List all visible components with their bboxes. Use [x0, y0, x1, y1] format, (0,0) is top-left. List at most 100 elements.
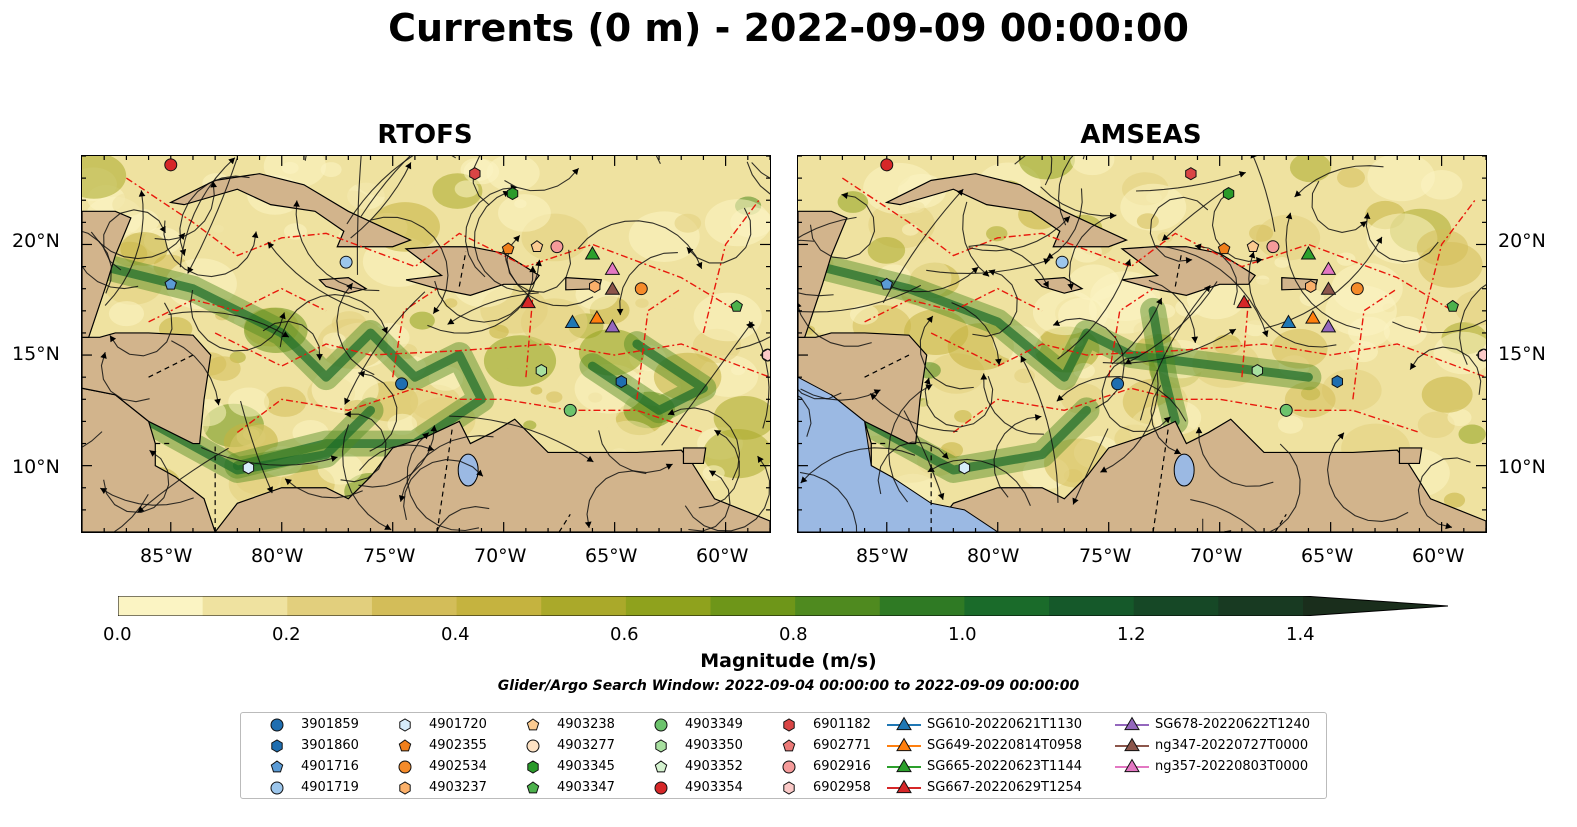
map-panel-rtofs[interactable] [81, 155, 771, 533]
argo-marker-6902916[interactable] [550, 240, 564, 254]
lon-tick-label: 85°W [856, 545, 909, 567]
glider-marker-SG649-20220814T0958[interactable] [1305, 310, 1321, 324]
argo-marker-4903350[interactable] [535, 364, 548, 378]
eez-boundary [525, 299, 534, 378]
colorbar-segment [710, 596, 796, 616]
argo-marker-6902958[interactable] [762, 348, 770, 362]
glider-marker-ng357-20220803T0000[interactable] [1320, 261, 1337, 275]
lat-tick-label: 20°N [12, 230, 60, 252]
circle-icon [526, 739, 540, 753]
glider-marker-SG665-20220623T1144[interactable] [1300, 245, 1317, 260]
argo-marker-6901182[interactable] [1185, 167, 1197, 181]
argo-marker-3901859[interactable] [1111, 377, 1125, 391]
legend-label: 3901860 [301, 738, 359, 753]
legend-label: 6901182 [813, 717, 871, 732]
argo-marker-4903349[interactable] [563, 403, 577, 417]
land-yucatanN [798, 210, 848, 338]
glider-marker-SG610-20220621T1130[interactable] [1280, 314, 1297, 328]
argo-marker-4903354[interactable] [164, 158, 178, 172]
argo-marker-3901860[interactable] [615, 375, 628, 389]
argo-marker-6901182[interactable] [469, 167, 481, 181]
map-panel-amseas[interactable] [797, 155, 1487, 533]
argo-marker-4903345[interactable] [506, 187, 519, 201]
argo-marker-4903354[interactable] [880, 158, 894, 172]
triangle-icon [887, 758, 921, 773]
glider-marker-SG665-20220623T1144[interactable] [584, 245, 601, 260]
glider-marker-SG667-20220629T1254[interactable] [520, 294, 536, 309]
argo-marker-6902958[interactable] [1478, 348, 1486, 362]
legend-label: 4901719 [301, 780, 359, 795]
glider-marker-SG649-20220814T0958[interactable] [589, 310, 605, 324]
argo-marker-3901860[interactable] [1331, 375, 1344, 389]
eez-boundary [236, 387, 704, 434]
legend-label: SG667-20220629T1254 [927, 780, 1083, 795]
legend-label: 3901859 [301, 717, 359, 732]
legend-label: 6902771 [813, 738, 871, 753]
panel-title-rtofs: RTOFS [377, 120, 473, 150]
argo-marker-4901720[interactable] [242, 461, 255, 475]
glider-marker-SG610-20220621T1130[interactable] [564, 314, 581, 328]
argo-marker-4902355[interactable] [501, 242, 515, 255]
triangle-icon [887, 716, 921, 731]
legend-label: 4903237 [429, 780, 487, 795]
map-canvas[interactable] [798, 156, 1486, 532]
glider-marker-SG678-20220622T1240[interactable] [1320, 318, 1337, 333]
argo-marker-4901716[interactable] [880, 277, 894, 290]
lon-tick-label: 65°W [1301, 545, 1354, 567]
lon-tick-label: 70°W [1190, 545, 1243, 567]
lon-tick-label: 85°W [140, 545, 193, 567]
colorbar-segment [879, 596, 965, 616]
pentagon-icon [398, 739, 412, 752]
colorbar-segment [1049, 596, 1135, 616]
country-border [1274, 513, 1287, 532]
legend-label: 4903354 [685, 780, 743, 795]
map-canvas[interactable] [82, 156, 770, 532]
lat-tick-label: 10°N [1498, 456, 1546, 478]
lake-maracaibo [457, 453, 479, 487]
argo-marker-4903238[interactable] [1246, 240, 1260, 252]
argo-marker-4901719[interactable] [339, 255, 353, 269]
argo-marker-4902534[interactable] [1350, 282, 1364, 296]
legend-label: 4903347 [557, 780, 615, 795]
glider-marker-ng347-20220727T0000[interactable] [1320, 281, 1337, 295]
argo-marker-4901719[interactable] [1055, 255, 1069, 269]
glider-marker-ng357-20220803T0000[interactable] [604, 261, 621, 275]
triangle-icon [1115, 737, 1149, 752]
legend-label: 4903238 [557, 717, 615, 732]
legend-label: 4903345 [557, 759, 615, 774]
land-trinidad [1398, 447, 1423, 465]
argo-marker-4902355[interactable] [1217, 242, 1231, 255]
triangle-icon [1115, 758, 1149, 773]
argo-marker-4903350[interactable] [1251, 364, 1264, 378]
circle-icon [270, 718, 284, 732]
eez-boundary [1418, 199, 1476, 334]
glider-marker-SG667-20220629T1254[interactable] [1236, 294, 1252, 309]
argo-marker-4903347[interactable] [730, 299, 743, 312]
argo-marker-6902916[interactable] [1266, 240, 1280, 254]
argo-marker-3901859[interactable] [395, 377, 409, 391]
argo-marker-4902534[interactable] [634, 282, 648, 296]
lon-tick-label: 75°W [363, 545, 416, 567]
argo-marker-4903347[interactable] [1446, 299, 1459, 312]
argo-marker-4903345[interactable] [1222, 187, 1235, 201]
hexagon-icon [783, 718, 795, 732]
argo-marker-4903237[interactable] [589, 279, 601, 294]
argo-marker-4901716[interactable] [164, 277, 178, 290]
argo-marker-4903238[interactable] [530, 240, 544, 252]
pentagon-icon [654, 760, 668, 773]
circle-icon [270, 781, 284, 795]
hexagon-icon [527, 760, 539, 774]
glider-marker-ng347-20220727T0000[interactable] [604, 281, 621, 295]
search-window-text: Glider/Argo Search Window: 2022-09-04 00… [497, 678, 1080, 694]
legend-label: SG678-20220622T1240 [1155, 717, 1311, 732]
argo-marker-4903237[interactable] [1305, 279, 1317, 294]
argo-marker-4901720[interactable] [958, 461, 971, 475]
legend-label: 6902916 [813, 759, 871, 774]
eez-boundary [214, 332, 770, 378]
glider-marker-SG678-20220622T1240[interactable] [604, 318, 621, 333]
land-jamaica [318, 277, 368, 294]
colorbar-segment [118, 596, 204, 616]
legend-label: 4903352 [685, 759, 743, 774]
argo-marker-4903349[interactable] [1279, 403, 1293, 417]
legend-label: SG610-20220621T1130 [927, 717, 1083, 732]
